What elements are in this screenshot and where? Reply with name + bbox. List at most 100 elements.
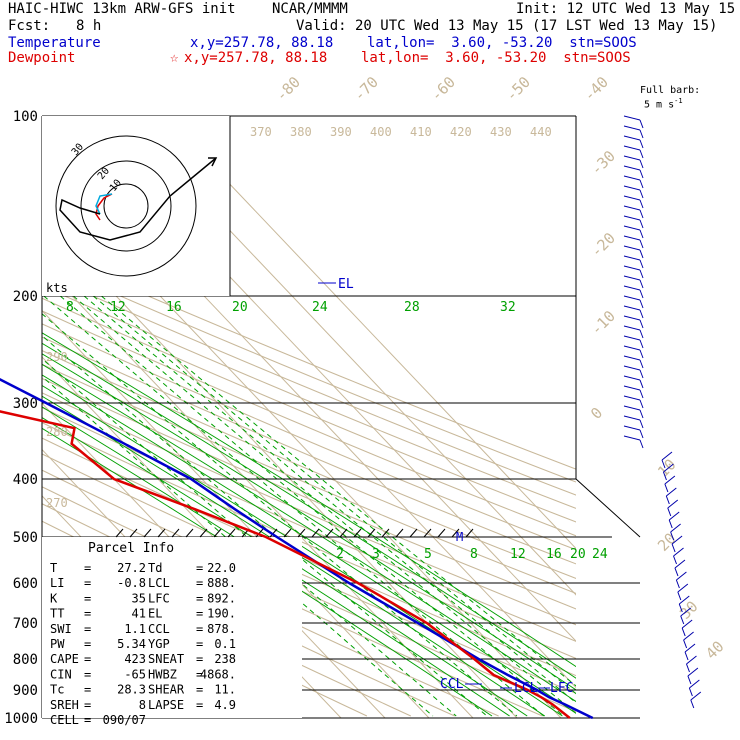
wind-barb-staff <box>639 399 644 409</box>
mixing-ratio-line <box>72 295 576 714</box>
mixing-ratio-label: 12 <box>510 547 526 562</box>
wind-barb-staff <box>639 289 644 299</box>
wind-barbs <box>623 115 702 709</box>
parcel-key: TT <box>50 607 64 621</box>
isotherm-label: -20 <box>587 229 619 261</box>
parcel-value: 0.1 <box>214 637 236 651</box>
wind-barb-staff <box>677 591 682 601</box>
frost-hatch <box>297 528 306 538</box>
wind-barb-staff <box>684 651 689 661</box>
model-title: HAIC-HIWC 13km ARW-GFS init <box>8 1 236 17</box>
wind-barb <box>623 285 641 291</box>
mixing-ratio-label: 24 <box>312 300 328 315</box>
pressure-tick-label: 1000 <box>4 711 38 727</box>
wind-barb-staff <box>639 139 644 149</box>
wind-barb-staff <box>639 199 644 209</box>
wind-barb-staff <box>639 229 644 239</box>
pressure-tick-label: 500 <box>13 530 38 546</box>
pressure-tick-label: 600 <box>13 576 38 592</box>
theta-label: 430 <box>490 125 512 139</box>
wind-barb <box>623 425 641 431</box>
frost-hatch <box>409 528 418 538</box>
wind-barb <box>674 559 686 569</box>
frost-hatch <box>157 528 166 538</box>
wind-barb <box>623 355 641 361</box>
wind-barb <box>623 135 641 141</box>
wind-barb <box>671 535 683 545</box>
wind-barb <box>680 607 692 617</box>
dry-adiabat <box>42 261 576 483</box>
wind-barb <box>687 667 699 677</box>
parcel-bg <box>42 537 302 718</box>
frost-hatch <box>227 528 236 538</box>
wind-barb <box>666 487 677 497</box>
moist-adiabat <box>42 406 528 717</box>
parcel-eq: = <box>196 576 203 590</box>
isotherm-label: 10 <box>654 455 680 481</box>
frost-hatch <box>171 528 180 538</box>
wind-barb <box>623 175 641 181</box>
wind-barb <box>623 295 641 301</box>
frost-hatch <box>395 528 404 538</box>
barb-note-2: 5 m s-1 <box>644 97 683 111</box>
parcel-eq: = <box>196 683 203 697</box>
frost-hatch <box>353 528 362 538</box>
moist-adiabat <box>42 374 576 714</box>
wind-barb-staff <box>664 483 669 493</box>
parcel-eq: = <box>196 652 203 666</box>
wind-barb <box>623 245 641 251</box>
parcel-eq: = <box>84 683 91 697</box>
mix-mark-label: M <box>456 530 463 544</box>
lfc-label: LFC <box>550 681 573 696</box>
parcel-key: CELL <box>50 713 79 727</box>
pressure-tick-label: 800 <box>13 652 38 668</box>
wind-barb-staff <box>683 639 688 649</box>
frost-hatch <box>185 528 194 538</box>
theta-label: 390 <box>330 125 352 139</box>
parcel-eq: = <box>196 607 203 621</box>
parcel-eq: = <box>196 591 203 605</box>
wind-barb-staff <box>639 269 644 279</box>
wind-barb-staff <box>639 239 644 249</box>
theta-label: 400 <box>370 125 392 139</box>
wind-barb <box>623 185 641 191</box>
wind-barb-staff <box>675 579 680 589</box>
parcel-value: 888. <box>207 576 236 590</box>
dry-adiabat <box>42 273 576 496</box>
temperature-legend: Temperature <box>8 35 101 51</box>
frost-hatch <box>143 528 152 538</box>
mixing-ratio-line <box>42 375 434 717</box>
wind-barb <box>681 619 693 629</box>
wind-barb <box>676 571 687 581</box>
parcel-value: 35 <box>132 591 146 605</box>
parcel-value: 090/07 <box>103 713 146 727</box>
parcel-key: SHEAR <box>148 683 185 697</box>
wind-barb <box>689 679 700 689</box>
frame-diagonal <box>575 478 641 538</box>
wind-barb-staff <box>639 319 644 329</box>
wind-barb <box>623 205 641 211</box>
wind-barb <box>623 315 641 321</box>
frost-hatch <box>269 528 278 538</box>
frost-hatch <box>311 528 320 538</box>
wind-barb-staff <box>639 169 644 179</box>
wind-barb <box>623 225 641 231</box>
parcel-eq: = <box>84 667 91 681</box>
isotherm-label: -70 <box>350 73 382 105</box>
ccl-label: CCL <box>440 677 464 692</box>
wind-barb-staff <box>639 219 644 229</box>
dry-adiabat <box>42 323 576 551</box>
parcel-eq: = <box>84 607 91 621</box>
wind-barb-staff <box>670 531 675 541</box>
wind-barb-staff <box>639 129 644 139</box>
parcel-key: T <box>50 561 57 575</box>
parcel-key: LFC <box>148 591 170 605</box>
mixing-ratio-label: 5 <box>424 547 432 562</box>
parcel-value: 878. <box>207 622 236 636</box>
hodograph-ring <box>103 183 149 229</box>
fcst-label: Fcst: <box>8 18 51 34</box>
theta-label: 410 <box>410 125 432 139</box>
frost-hatch <box>255 528 264 538</box>
